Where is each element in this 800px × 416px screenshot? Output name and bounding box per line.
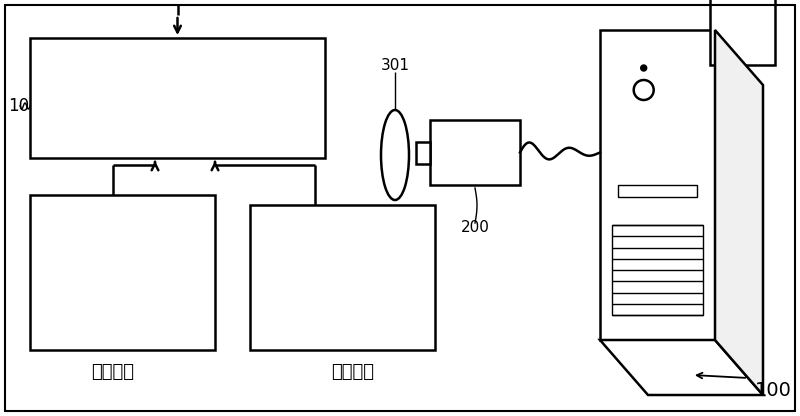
Bar	[430, 120, 520, 185]
Bar	[30, 38, 325, 158]
Text: 301: 301	[381, 57, 410, 72]
Text: 左眼图像: 左眼图像	[91, 363, 134, 381]
Bar	[618, 185, 697, 197]
Text: 200: 200	[461, 220, 490, 235]
Bar	[30, 195, 215, 350]
Polygon shape	[600, 340, 763, 395]
Bar	[710, 0, 775, 65]
Bar	[600, 30, 715, 340]
Ellipse shape	[381, 110, 409, 200]
Polygon shape	[715, 30, 763, 395]
Bar	[612, 225, 703, 315]
Text: 右眼图像: 右眼图像	[331, 363, 374, 381]
Text: 10: 10	[8, 97, 29, 115]
Bar	[250, 205, 435, 350]
Bar	[416, 141, 430, 163]
Circle shape	[641, 65, 646, 71]
Text: 100: 100	[755, 381, 792, 399]
